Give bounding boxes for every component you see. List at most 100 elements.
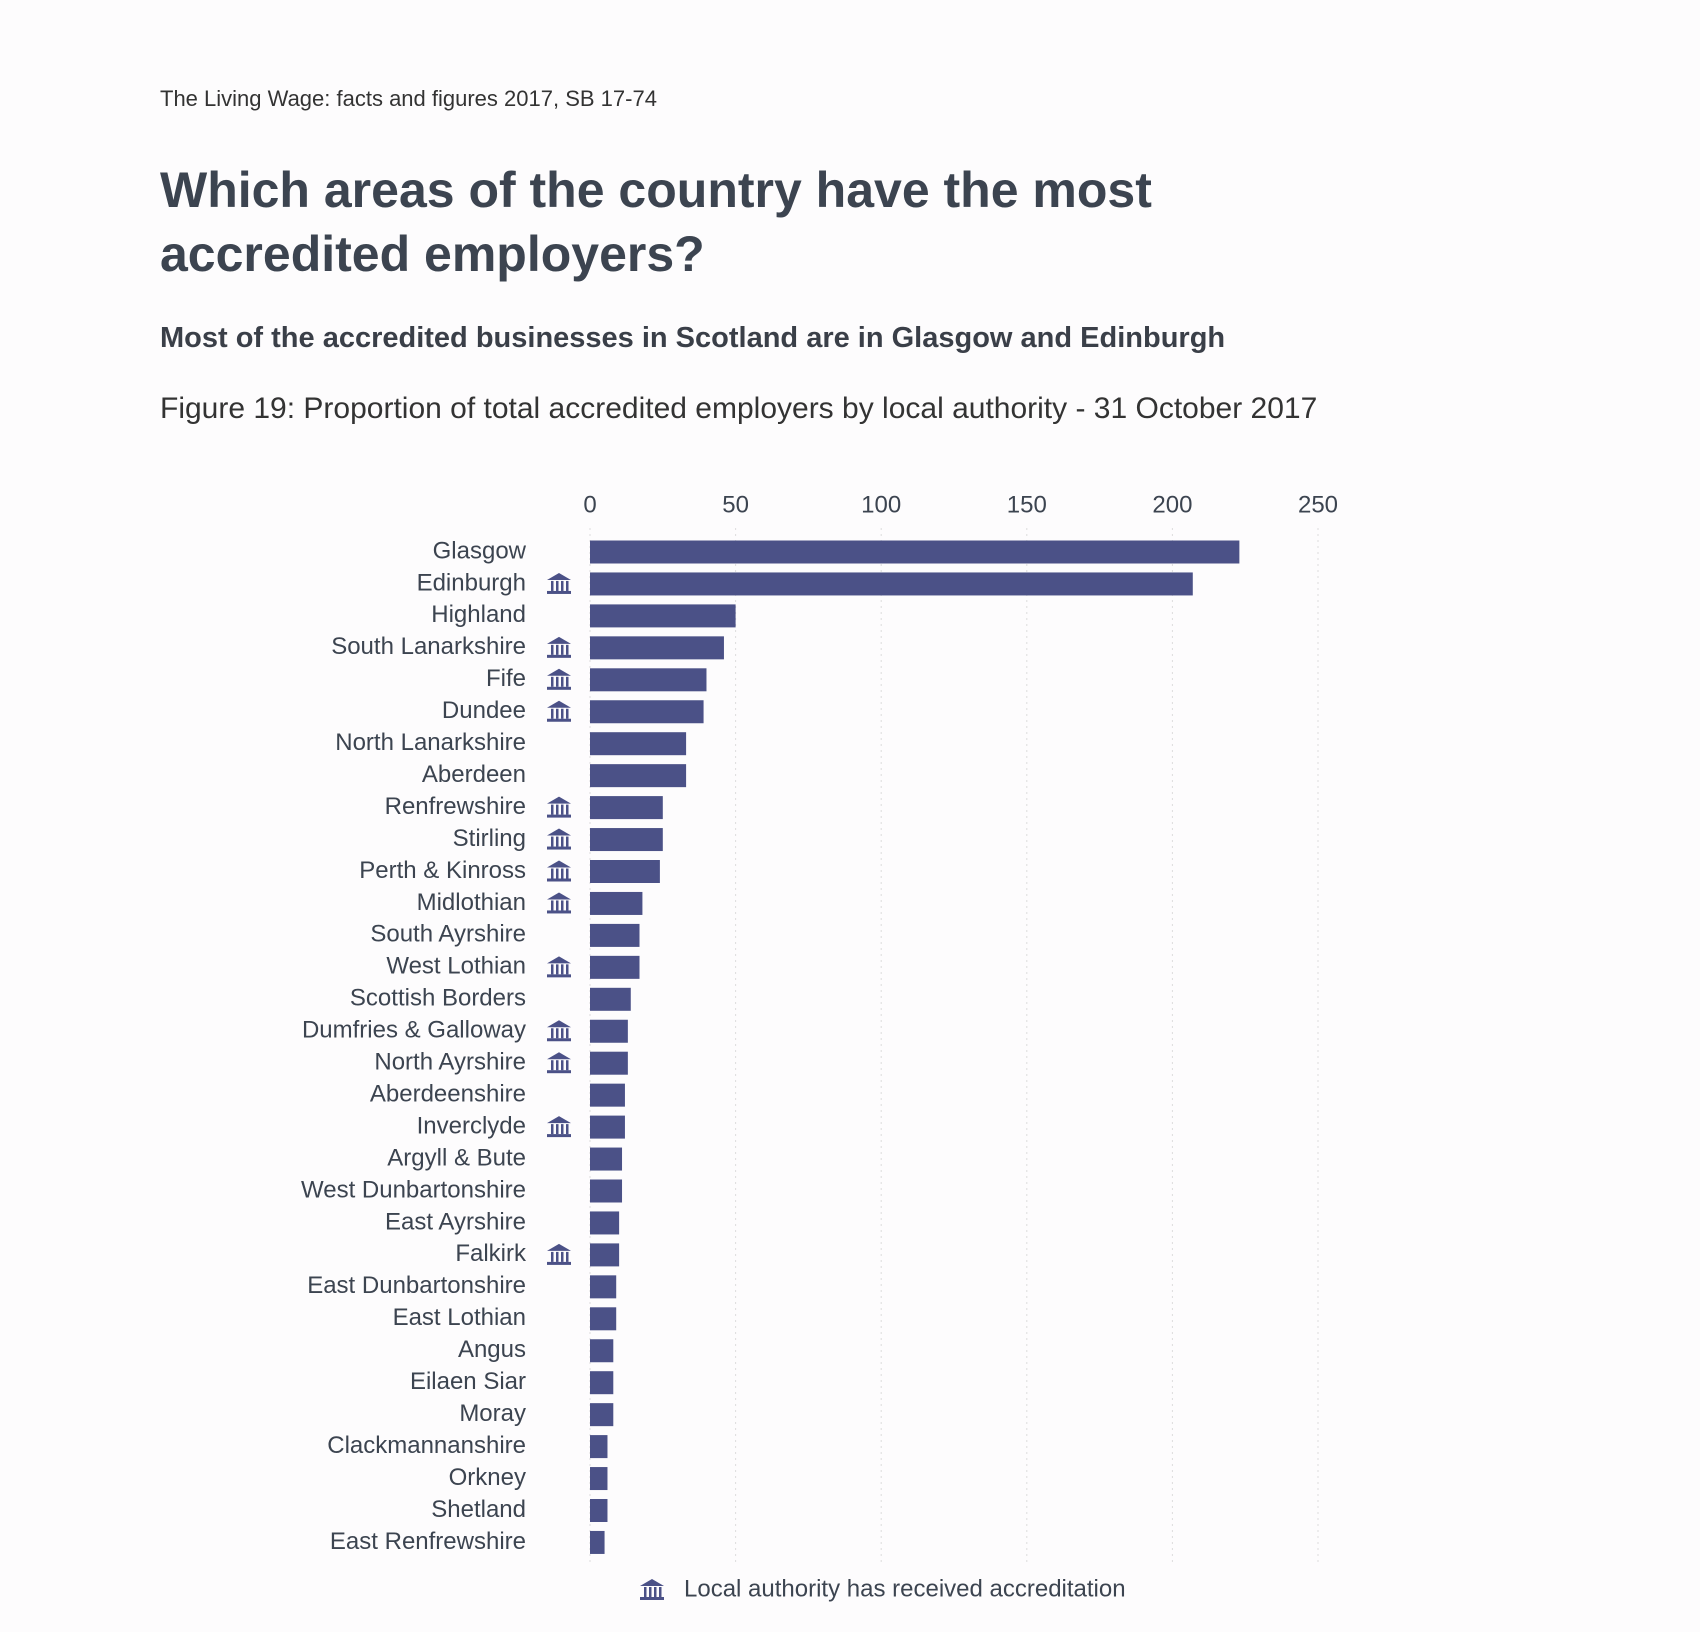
icon-part xyxy=(566,868,569,879)
accreditation-icon xyxy=(640,1579,664,1600)
bar xyxy=(590,1275,617,1299)
icon-part xyxy=(547,654,571,658)
accreditation-icon xyxy=(547,796,571,818)
y-tick-label: Dumfries & Galloway xyxy=(302,1017,526,1044)
bar xyxy=(590,732,687,756)
y-tick-label: East Ayrshire xyxy=(385,1208,526,1235)
icon-part xyxy=(551,580,554,591)
bar xyxy=(590,1371,614,1395)
icon-part xyxy=(547,910,571,914)
y-tick-label: Highland xyxy=(431,601,526,628)
y-tick-label: Inverclyde xyxy=(417,1112,526,1139)
y-tick-label: East Lothian xyxy=(393,1304,526,1331)
legend-label: Local authority has received accreditati… xyxy=(684,1575,1126,1602)
y-tick-label: South Lanarkshire xyxy=(331,633,526,660)
accreditation-icon xyxy=(547,892,571,914)
icon-part xyxy=(561,868,564,879)
bar xyxy=(590,891,643,915)
source: The Living Wage: facts and figures 2017,… xyxy=(160,86,657,111)
bar xyxy=(590,1467,608,1491)
bar xyxy=(590,1019,628,1043)
icon-part xyxy=(547,892,571,900)
icon-part xyxy=(556,1251,559,1262)
icon-part xyxy=(551,1124,554,1135)
accreditation-icon xyxy=(547,636,571,658)
icon-part xyxy=(566,580,569,591)
icon-part xyxy=(561,964,564,975)
y-tick-label: Falkirk xyxy=(455,1240,527,1267)
y-tick-label: Aberdeenshire xyxy=(370,1080,526,1107)
bar xyxy=(590,1403,614,1427)
bar xyxy=(590,700,704,724)
bar xyxy=(590,1083,625,1107)
icon-part xyxy=(547,1116,571,1124)
y-tick-label: South Ayrshire xyxy=(370,921,526,948)
icon-part xyxy=(551,1251,554,1262)
icon-part xyxy=(556,836,559,847)
bar xyxy=(590,860,660,883)
y-tick-label: Angus xyxy=(458,1336,526,1363)
icon-part xyxy=(547,974,571,978)
icon-part xyxy=(640,1579,664,1586)
icon-part xyxy=(561,580,564,591)
icon-part xyxy=(547,1070,571,1074)
icon-part xyxy=(551,708,554,719)
y-tick-label: North Ayrshire xyxy=(374,1049,526,1076)
icon-part xyxy=(566,804,569,815)
icon-part xyxy=(547,1243,571,1251)
bar xyxy=(590,1307,617,1331)
bar xyxy=(590,828,663,852)
accreditation-icon xyxy=(547,668,571,690)
y-tick-label: Perth & Kinross xyxy=(359,857,526,884)
icon-part xyxy=(547,814,571,818)
chart-title: Which areas of the country have the most… xyxy=(160,162,1152,282)
icon-part xyxy=(566,900,569,911)
caption: Figure 19: Proportion of total accredite… xyxy=(160,392,1318,425)
icon-part xyxy=(654,1587,657,1597)
icon-part xyxy=(556,964,559,975)
y-tick-label: Scottish Borders xyxy=(350,985,526,1012)
icon-part xyxy=(566,1251,569,1262)
y-tick-label: Shetland xyxy=(431,1496,526,1523)
icon-part xyxy=(547,846,571,850)
accreditation-icon xyxy=(547,1052,571,1074)
subtitle: Most of the accredited businesses in Sco… xyxy=(160,322,1226,354)
icon-part xyxy=(566,836,569,847)
icon-part xyxy=(561,1124,564,1135)
y-tick-label: West Lothian xyxy=(386,953,526,980)
bar xyxy=(590,668,707,692)
icon-part xyxy=(649,1587,652,1597)
y-tick-label: Stirling xyxy=(453,825,526,852)
icon-part xyxy=(561,1028,564,1039)
bar xyxy=(590,1339,614,1363)
icon-part xyxy=(556,644,559,655)
bar xyxy=(590,923,640,947)
bar xyxy=(590,764,687,788)
icon-part xyxy=(547,796,571,804)
bar xyxy=(590,796,663,820)
y-tick-label: Fife xyxy=(486,665,526,692)
icon-part xyxy=(561,676,564,687)
y-tick-label: Moray xyxy=(459,1400,526,1427)
accreditation-icon xyxy=(547,572,571,594)
icon-part xyxy=(556,580,559,591)
icon-part xyxy=(556,708,559,719)
bar xyxy=(590,540,1240,564)
icon-part xyxy=(547,828,571,836)
icon-part xyxy=(659,1587,662,1597)
y-tick-label: Dundee xyxy=(442,697,526,724)
accreditation-icon xyxy=(547,860,571,882)
icon-part xyxy=(547,668,571,676)
bar xyxy=(590,1243,620,1267)
icon-part xyxy=(547,686,571,690)
x-tick-label: 150 xyxy=(1007,491,1047,518)
icon-part xyxy=(547,572,571,580)
icon-part xyxy=(547,956,571,964)
x-tick-label: 100 xyxy=(861,491,901,518)
icon-part xyxy=(566,1028,569,1039)
accreditation-icon xyxy=(547,1243,571,1265)
y-tick-label: Edinburgh xyxy=(417,569,526,596)
icon-part xyxy=(556,900,559,911)
